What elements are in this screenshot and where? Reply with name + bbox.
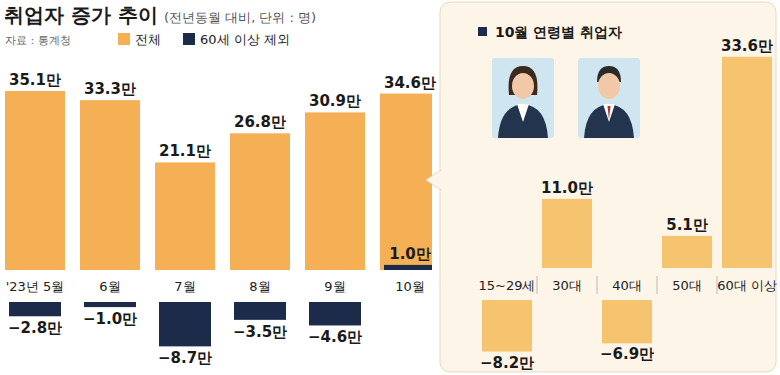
x-tick-label: 30대 (552, 278, 582, 293)
x-tick-label: '23년 5월 (6, 279, 65, 294)
title: 10월 연령별 취업자 (495, 24, 622, 40)
x-tick-label: 40대 (612, 278, 642, 293)
x-tick-label: 50대 (672, 278, 702, 293)
bar (384, 265, 432, 270)
bar (159, 302, 211, 346)
data-label: 33.3만 (84, 80, 136, 98)
x-tick-label: 15~29세 (479, 278, 536, 293)
data-labels-right: −8.2만 11.0만 −6.9만 5.1만 33.6만 (480, 37, 773, 372)
data-label: −4.6만 (308, 328, 362, 346)
data-label: 33.6만 (721, 37, 773, 55)
source: 자료 : 통계청 (5, 34, 71, 47)
data-label: −2.8만 (8, 319, 62, 337)
icon-face (598, 73, 620, 99)
category-divider (537, 276, 538, 294)
data-label: 35.1만 (9, 71, 61, 89)
background (0, 0, 780, 375)
bar (722, 57, 772, 268)
data-label: −1.0만 (83, 310, 137, 328)
bar (482, 300, 532, 352)
bar (9, 302, 61, 316)
title: 취업자 증가 추이 (4, 3, 158, 27)
legend-label: 전체 (135, 32, 161, 47)
subtitle: (전년동월 대비, 단위 : 명) (164, 10, 316, 25)
title-marker (478, 27, 487, 36)
data-label: 34.6만 (384, 74, 436, 92)
data-label: −8.7만 (158, 349, 212, 367)
icon-tie (608, 106, 611, 120)
chart-root: 취업자 증가 추이 (전년동월 대비, 단위 : 명) 자료 : 통계청 전체 60세 … (0, 0, 780, 375)
bars-right (482, 57, 772, 352)
legend-swatch (183, 33, 195, 45)
bars-left (5, 91, 432, 346)
x-tick-label: 6월 (99, 279, 120, 294)
data-label: −3.5만 (233, 323, 287, 341)
data-labels-left: 35.1만 33.3만 21.1만 26.8만 30.9만 34.6만 −2.8만 −1.0만… (8, 71, 436, 367)
bar (234, 302, 286, 320)
x-tick-label: 8월 (249, 279, 270, 294)
data-label: 26.8만 (234, 113, 286, 131)
bar (230, 133, 290, 270)
person-icon (578, 58, 640, 138)
icon-shirt (517, 104, 529, 122)
person-icon (492, 58, 554, 138)
bar (602, 300, 652, 343)
bar (380, 94, 432, 270)
bar (155, 162, 215, 270)
bar (309, 302, 361, 325)
icon-bg (578, 58, 640, 138)
legend-swatch (118, 33, 130, 45)
legend-label: 60세 이상 제외 (200, 32, 290, 47)
icon-suit (584, 104, 634, 138)
data-label: 1.0만 (389, 245, 431, 263)
x-tick-label: 60대 이상 (717, 278, 777, 293)
category-divider (597, 276, 598, 294)
data-label: 30.9만 (309, 92, 361, 110)
data-label: 21.1만 (159, 142, 211, 160)
x-tick-label: 7월 (174, 279, 195, 294)
bar (84, 302, 136, 307)
bar (80, 100, 140, 270)
category-divider (657, 276, 658, 294)
bar (305, 112, 365, 270)
bar (542, 199, 592, 268)
panel-pointer (426, 170, 441, 190)
icon-suit (498, 104, 548, 138)
panel (440, 2, 776, 372)
x-tick-label: 10월 (395, 279, 425, 294)
data-label: 5.1만 (666, 216, 708, 234)
data-label: −6.9만 (600, 345, 654, 363)
bar (662, 236, 712, 268)
title-line: 취업자 증가 추이 (전년동월 대비, 단위 : 명) (4, 3, 316, 27)
icon-face (512, 73, 534, 99)
x-tick-label: 9월 (324, 279, 345, 294)
data-label: 11.0만 (541, 179, 593, 197)
icon-bg (492, 58, 554, 138)
panel-pointer-edge (426, 170, 441, 190)
icon-shirt (603, 104, 615, 122)
bar (5, 91, 65, 270)
data-label: −8.2만 (480, 354, 534, 372)
